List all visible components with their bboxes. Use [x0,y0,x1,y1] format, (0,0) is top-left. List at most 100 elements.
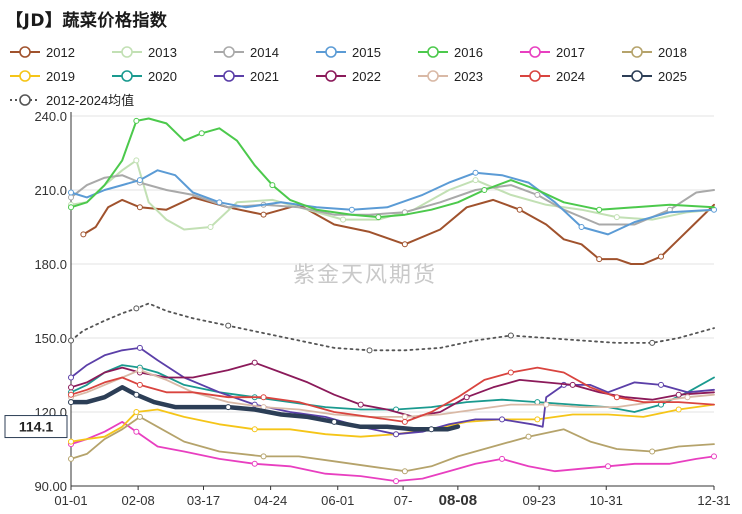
legend-label: 2021 [250,69,279,84]
legend-item-2022[interactable]: 2022 [316,69,381,84]
last-value-box [4,415,68,439]
series-point [613,394,620,401]
series-point [198,130,205,137]
series-point [401,468,408,475]
series-line-2016 [70,117,715,219]
x-tick-label: 10-31 [590,493,623,508]
legend-label: 2023 [454,69,483,84]
legend-label: 2018 [658,45,687,60]
series-point [543,401,550,408]
legend-swatch-marker [19,70,31,82]
legend-swatch-marker [427,46,439,58]
x-tick-label: 04-24 [254,493,287,508]
legend-item-2021[interactable]: 2021 [214,69,279,84]
series-point [472,169,479,176]
legend-item-2018[interactable]: 2018 [622,45,687,60]
series-point [216,199,223,206]
series-point [463,394,470,401]
series-point [375,214,382,221]
series-point [260,394,267,401]
legend-label: 2025 [658,69,687,84]
legend-item-2019[interactable]: 2019 [10,69,75,84]
series-point [401,413,408,420]
legend-swatch-marker [529,46,541,58]
series-point [68,391,74,398]
series-point [68,374,74,381]
series-line-2012-2024均值 [70,302,715,352]
legend-item-2014[interactable]: 2014 [214,45,279,60]
series-point [251,359,258,366]
series-line-2022 [70,361,715,418]
series-point [260,453,267,460]
last-value-text: 114.1 [19,419,53,435]
legend-label: 2016 [454,45,483,60]
series-line-2024 [70,366,715,423]
y-tick-label: 210.0 [34,183,67,198]
x-tick-label: 07- [394,493,413,508]
series-point [136,204,143,211]
legend-swatch-marker [529,70,541,82]
series-line-2023 [70,369,715,418]
series-point [516,206,523,213]
legend-item-2024[interactable]: 2024 [520,69,585,84]
legend-item-2012-2024均值[interactable]: 2012-2024均值 [10,93,134,108]
series-point [133,391,140,398]
series-point [507,369,514,376]
legend-label: 2012 [46,45,75,60]
series-point [225,322,232,329]
series-point [393,478,400,485]
series-point [136,413,143,420]
legend-item-2012[interactable]: 2012 [10,45,75,60]
series-point [133,117,140,124]
last-value-label: 114.1 [4,415,68,439]
series-line-2018 [70,415,715,473]
legend-label: 2014 [250,45,279,60]
legend-item-2020[interactable]: 2020 [112,69,177,84]
series-point [136,177,143,184]
legend-label: 2020 [148,69,177,84]
legend-swatch-marker [223,70,235,82]
series-line-2020 [70,364,715,413]
grid [71,115,714,487]
series-point [499,455,506,462]
series-point [569,381,576,388]
series-line-2021 [70,346,715,436]
series-point [207,224,214,230]
series-point [393,431,400,438]
series-point [68,337,74,344]
series-point [534,416,541,423]
legend-item-2025[interactable]: 2025 [622,69,687,84]
legend-item-2023[interactable]: 2023 [418,69,483,84]
y-tick-label: 180.0 [34,257,67,272]
legend-swatch-marker [19,94,31,106]
series-point [68,455,74,462]
legend-label: 2024 [556,69,585,84]
series-point [596,256,603,263]
y-tick-label: 240.0 [34,109,67,124]
legend-item-2013[interactable]: 2013 [112,45,177,60]
watermark: 紫金天风期货 [293,263,437,288]
legend-swatch-marker [121,70,133,82]
series-point [68,204,74,211]
legend-swatch-marker [631,46,643,58]
series-point [605,463,612,470]
x-tick-label: 03-17 [187,493,220,508]
legend-swatch-marker [325,70,337,82]
legend-item-2015[interactable]: 2015 [316,45,381,60]
series-point [80,231,87,238]
chart-title: 【JD】蔬菜价格指数 [6,11,168,31]
legend-item-2016[interactable]: 2016 [418,45,483,60]
series-point [684,394,691,401]
series-point [675,406,682,413]
legend-swatch-marker [121,46,133,58]
series-point [596,206,603,213]
legend-label: 2022 [352,69,381,84]
series-point [133,157,140,164]
series-point [649,339,656,346]
series-point [331,418,338,425]
legend-item-2017[interactable]: 2017 [520,45,585,60]
series-point [401,418,408,425]
y-tick-label: 150.0 [34,331,67,346]
legend-label: 2017 [556,45,585,60]
